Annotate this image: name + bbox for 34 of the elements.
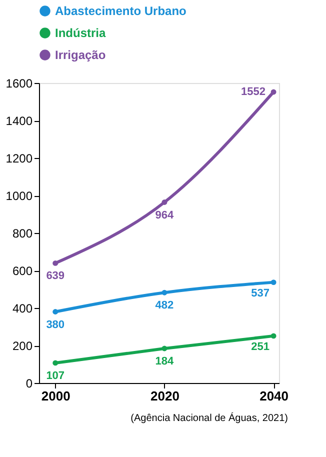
y-tick-label: 1200 — [6, 152, 33, 166]
x-tick-label: 2040 — [260, 388, 289, 404]
point — [162, 346, 168, 352]
point — [162, 200, 168, 205]
data-label: 380 — [46, 318, 65, 331]
legend-label: Indústria — [55, 26, 106, 40]
data-label: 1552 — [241, 86, 266, 98]
point — [52, 360, 58, 366]
point — [270, 280, 276, 286]
data-label: 251 — [251, 340, 270, 353]
point — [52, 260, 58, 266]
y-tick-label: 200 — [12, 339, 33, 353]
legend-label: Irrigação — [55, 48, 106, 62]
y-tick-label: 800 — [12, 226, 33, 240]
legend-label: Abastecimento Urbano — [55, 4, 186, 18]
point — [162, 290, 168, 296]
point — [52, 309, 58, 314]
data-label: 964 — [155, 209, 175, 222]
data-label: 107 — [46, 370, 65, 382]
data-label: 537 — [251, 287, 270, 300]
y-tick-label: 1400 — [6, 114, 33, 128]
x-tick-label: 2000 — [41, 388, 70, 404]
data-label: 482 — [155, 300, 174, 312]
point — [270, 333, 276, 339]
y-tick-label: 1600 — [6, 76, 33, 90]
data-label: 184 — [155, 356, 175, 368]
y-tick-label: 0 — [26, 376, 33, 390]
text: (Agência Nacional de Águas, 2021) — [130, 412, 288, 424]
data-label: 639 — [46, 270, 65, 282]
y-tick-label: 1000 — [6, 189, 33, 203]
x-tick-label: 2020 — [150, 388, 180, 404]
y-tick-label: 600 — [12, 264, 33, 278]
y-tick-label: 400 — [12, 302, 33, 316]
point — [270, 89, 276, 95]
